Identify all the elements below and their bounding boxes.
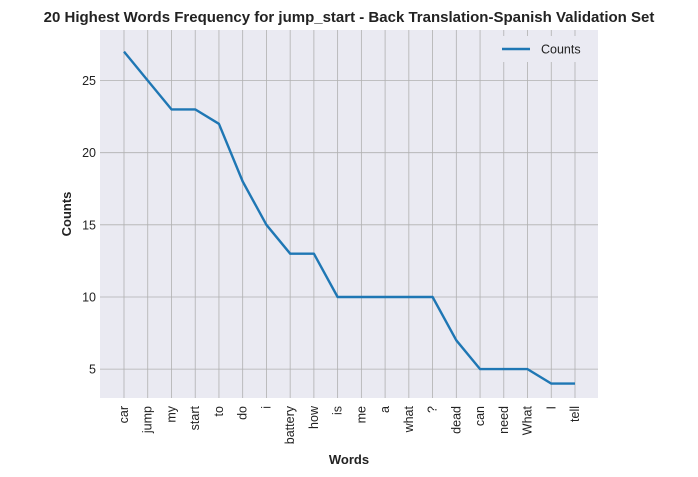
x-tick-label: what (402, 405, 416, 433)
x-tick-label: battery (283, 405, 297, 444)
legend-label: Counts (541, 43, 581, 57)
x-axis-label: Words (329, 452, 369, 467)
x-tick-label: a (378, 406, 392, 413)
y-tick-label: 15 (82, 218, 96, 232)
y-axis-ticks: 5 10 15 20 25 (82, 74, 96, 377)
legend: Counts (492, 36, 592, 62)
x-tick-label: jump (141, 406, 155, 434)
x-tick-label: do (236, 406, 250, 420)
y-tick-label: 25 (82, 74, 96, 88)
y-tick-label: 20 (82, 146, 96, 160)
x-tick-label: tell (568, 406, 582, 422)
series-line-counts (123, 50, 575, 385)
x-tick-label: dead (449, 406, 463, 434)
x-tick-label: how (307, 405, 321, 429)
x-tick-label: What (521, 405, 535, 435)
x-tick-label: to (212, 406, 226, 416)
y-tick-label: 10 (82, 290, 96, 304)
y-tick-label: 5 (89, 363, 96, 377)
x-tick-label: can (473, 406, 487, 426)
x-axis-ticks: car jump my start to do i battery how is me a what? d… (117, 405, 582, 444)
x-tick-label: start (188, 405, 202, 430)
x-tick-label: I (544, 406, 558, 409)
x-tick-label: my (164, 405, 178, 422)
x-tick-label: is (331, 406, 345, 415)
x-tick-label: me (354, 406, 368, 423)
x-tick-label: car (117, 406, 131, 423)
chart-title: 20 Highest Words Frequency for jump_star… (44, 9, 655, 26)
y-axis-label: Counts (59, 192, 74, 237)
x-tick-label: i (259, 406, 273, 409)
x-tick-label: need (497, 406, 511, 434)
plot-area (100, 30, 598, 398)
grid-lines (100, 30, 598, 398)
x-tick-label: ? (426, 406, 440, 413)
